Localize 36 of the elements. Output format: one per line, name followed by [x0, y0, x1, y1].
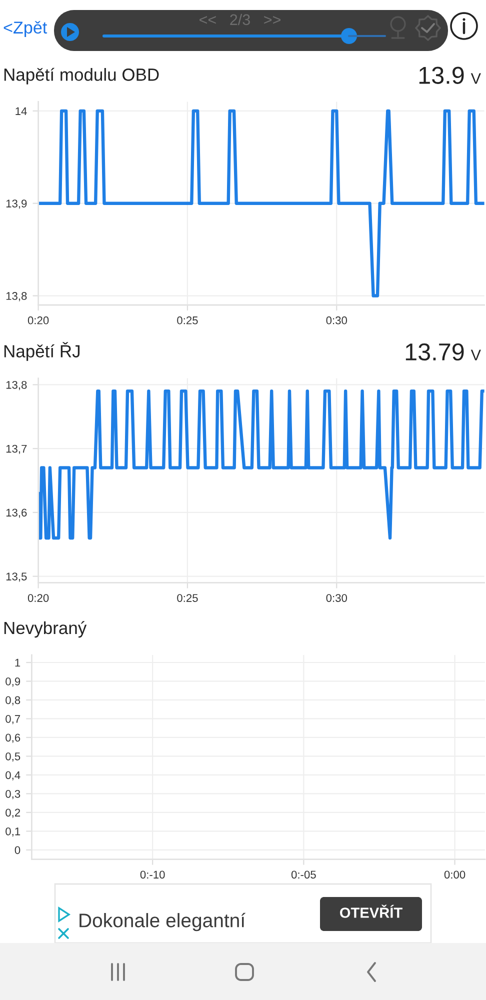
line-series [38, 389, 484, 540]
y-tick-label: 0,8 [6, 696, 20, 706]
y-tick-label: 0,4 [6, 771, 20, 780]
chart-title: Nevybraný [4, 621, 87, 638]
chart-title: Napětí modulu OBD [4, 68, 159, 84]
y-tick-label: 0,6 [6, 734, 20, 743]
y-tick-label: 13,9 [6, 200, 27, 209]
y-tick-label: 13,8 [6, 380, 27, 390]
x-tick-label: 0:30 [326, 316, 348, 324]
x-tick-label: 0:-10 [140, 870, 165, 879]
y-tick-label: 0,1 [6, 827, 20, 837]
y-tick-label: 0,9 [6, 678, 20, 687]
x-tick-label: 0:-05 [291, 870, 316, 879]
x-tick-label: 0:20 [28, 594, 49, 602]
y-tick-label: 13,8 [6, 292, 27, 302]
y-tick-label: 1 [15, 658, 20, 667]
x-tick-label: 0:25 [177, 316, 198, 324]
text: Dokonale elegantní [80, 912, 246, 932]
y-tick-label: 0,7 [6, 714, 20, 724]
y-tick-label: 0,2 [6, 808, 20, 818]
y-tick-label: 13,7 [6, 444, 27, 454]
y-tick-label: 0,3 [6, 790, 20, 800]
x-tick-label: 0:00 [444, 870, 466, 879]
chart-title: Napětí ŘJ [4, 342, 80, 361]
text: 13.9 V [419, 66, 481, 84]
text: <Zpět [4, 21, 48, 37]
x-tick-label: 0:30 [326, 594, 348, 602]
x-tick-label: 0:20 [28, 316, 49, 324]
y-tick-label: 0,5 [6, 752, 20, 762]
y-tick-label: 13,5 [6, 572, 27, 582]
text: 13.79 V [406, 343, 481, 361]
x-tick-label: 0:25 [177, 594, 198, 602]
y-tick-label: 14 [16, 107, 27, 115]
y-tick-label: 0 [14, 846, 20, 854]
y-tick-label: 13,6 [6, 508, 27, 518]
text: OTEVŘÍT [340, 904, 402, 918]
